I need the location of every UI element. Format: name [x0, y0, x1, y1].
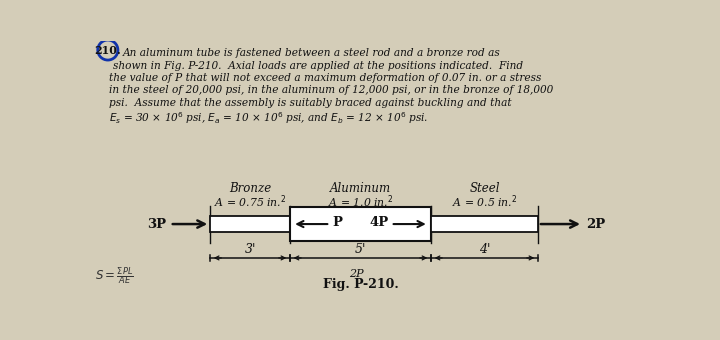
- Text: A = 0.5 in.$^2$: A = 0.5 in.$^2$: [451, 193, 517, 210]
- Text: psi.  Assume that the assembly is suitably braced against buckling and that: psi. Assume that the assembly is suitabl…: [109, 98, 512, 108]
- Text: in the steel of 20,000 psi, in the aluminum of 12,000 psi, or in the bronze of 1: in the steel of 20,000 psi, in the alumi…: [109, 85, 554, 96]
- Bar: [431, 216, 538, 232]
- Text: Aluminum: Aluminum: [330, 183, 391, 196]
- Bar: [210, 216, 290, 232]
- Text: 2P: 2P: [586, 218, 606, 231]
- Text: Fig. P-210.: Fig. P-210.: [323, 278, 398, 291]
- Text: A = 1.0 in.$^2$: A = 1.0 in.$^2$: [328, 193, 393, 210]
- Text: 2P: 2P: [349, 269, 364, 279]
- Text: Steel: Steel: [469, 183, 500, 196]
- Text: 3': 3': [244, 243, 256, 256]
- Text: 4': 4': [479, 243, 490, 256]
- Text: 5': 5': [355, 243, 366, 256]
- Text: the value of P that will not exceed a maximum deformation of 0.07 in. or a stres: the value of P that will not exceed a ma…: [109, 73, 541, 83]
- Text: shown in Fig. P-210.  Axial loads are applied at the positions indicated.  Find: shown in Fig. P-210. Axial loads are app…: [113, 61, 523, 71]
- Bar: [290, 207, 431, 241]
- Text: P: P: [333, 216, 343, 229]
- Text: A = 0.75 in.$^2$: A = 0.75 in.$^2$: [214, 193, 287, 210]
- Text: An aluminum tube is fastened between a steel rod and a bronze rod as: An aluminum tube is fastened between a s…: [122, 49, 500, 58]
- Text: 4P: 4P: [369, 216, 388, 229]
- Text: $S = \frac{\Sigma PL}{AE}$: $S = \frac{\Sigma PL}{AE}$: [94, 266, 133, 287]
- Text: $E_s$ = 30 $\times$ 10$^6$ psi, $E_a$ = 10 $\times$ 10$^6$ psi, and $E_b$ = 12 $: $E_s$ = 30 $\times$ 10$^6$ psi, $E_a$ = …: [109, 110, 428, 126]
- Text: Bronze: Bronze: [229, 183, 271, 196]
- Text: 3P: 3P: [148, 218, 167, 231]
- Text: 210.: 210.: [94, 45, 121, 56]
